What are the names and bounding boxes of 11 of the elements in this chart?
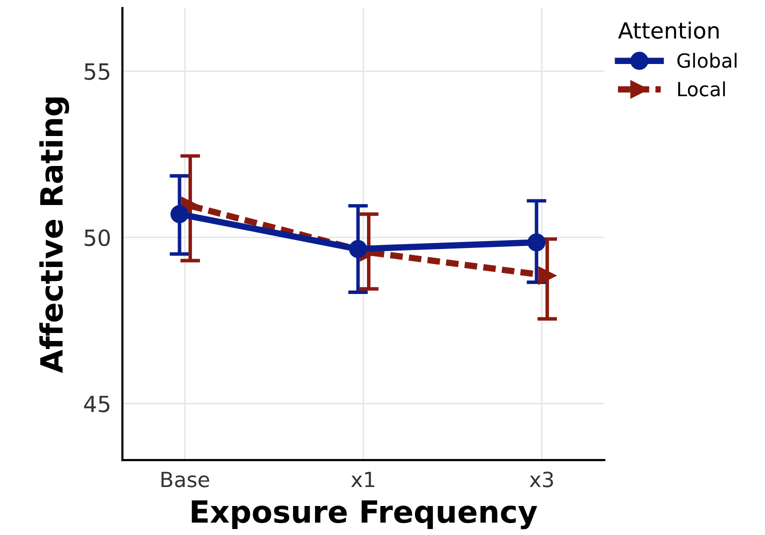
y-axis-title: Affective Rating bbox=[39, 97, 70, 374]
legend-title: Attention bbox=[618, 22, 719, 39]
y-tick-label: 45 bbox=[84, 396, 110, 412]
y-tick-label: 55 bbox=[84, 63, 110, 80]
y-tick-label: 50 bbox=[84, 229, 110, 246]
legend-label: Global bbox=[677, 52, 736, 68]
x-tick-label: x3 bbox=[530, 472, 553, 488]
legend-label: Local bbox=[678, 81, 725, 96]
x-tick-label: x1 bbox=[351, 472, 374, 488]
x-tick-label: Base bbox=[162, 472, 210, 488]
x-axis-title: Exposure Frequency bbox=[192, 500, 538, 530]
